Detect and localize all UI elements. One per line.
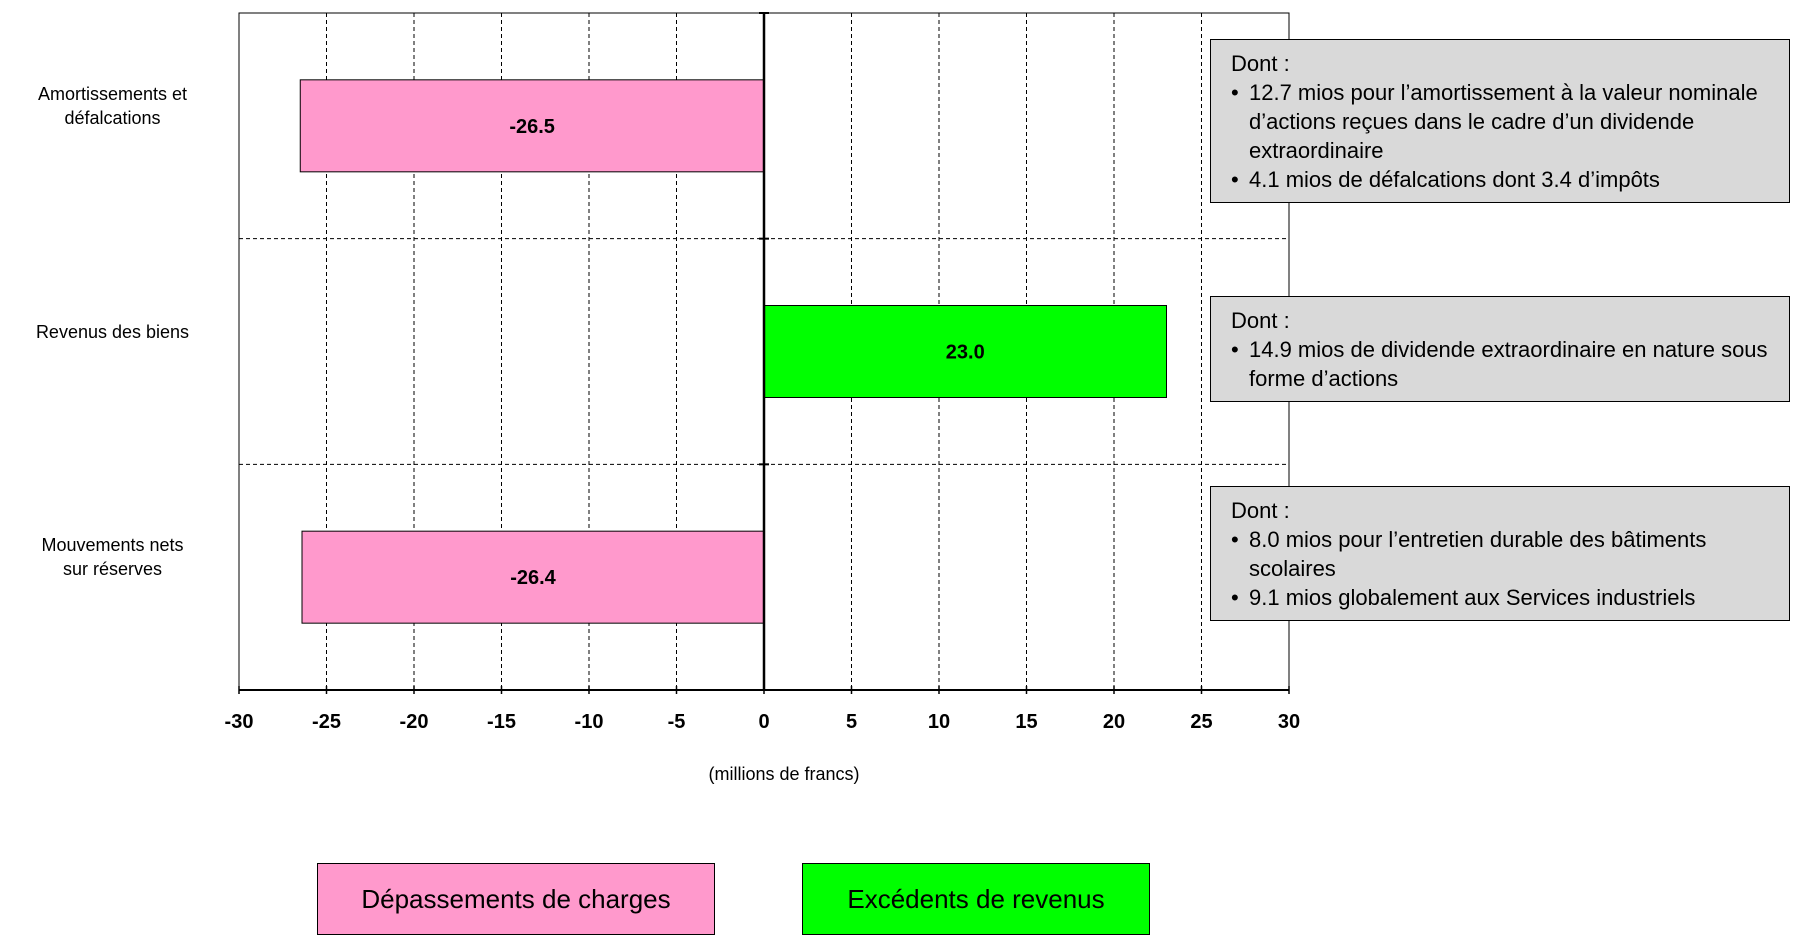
note-list: 14.9 mios de dividende extraordinaire en… <box>1231 335 1773 393</box>
category-label-line: Mouvements nets <box>41 535 184 556</box>
legend-item-depassements: Dépassements de charges <box>317 863 715 935</box>
x-tick-label: -5 <box>668 711 686 733</box>
note-box-mouvements: Dont : 8.0 mios pour l’entretien durable… <box>1210 486 1790 621</box>
x-tick-label: -25 <box>312 711 341 733</box>
note-item: 9.1 mios globalement aux Services indust… <box>1231 583 1773 612</box>
note-item: 12.7 mios pour l’amortissement à la vale… <box>1231 78 1773 165</box>
x-tick-label: 20 <box>1103 711 1125 733</box>
x-tick-label: -10 <box>575 711 604 733</box>
x-tick-label: -20 <box>400 711 429 733</box>
category-label-line: défalcations <box>64 107 161 128</box>
note-item: 4.1 mios de défalcations dont 3.4 d’impô… <box>1231 165 1773 194</box>
x-tick-label: 30 <box>1278 711 1300 733</box>
legend-item-excedents: Excédents de revenus <box>802 863 1150 935</box>
x-axis-label: (millions de francs) <box>708 764 859 784</box>
x-tick-label: 15 <box>1015 711 1037 733</box>
x-tick-label: 0 <box>758 711 769 733</box>
category-label-line: Amortissements et <box>37 83 188 104</box>
note-title: Dont : <box>1231 308 1290 333</box>
note-title: Dont : <box>1231 498 1290 523</box>
note-item: 14.9 mios de dividende extraordinaire en… <box>1231 335 1773 393</box>
x-tick-label: 25 <box>1190 711 1212 733</box>
note-list: 8.0 mios pour l’entretien durable des bâ… <box>1231 525 1773 612</box>
category-label-line: sur réserves <box>62 559 163 580</box>
category-label: Mouvements nets sur réserves <box>0 533 225 581</box>
category-label: Amortissements et défalcations <box>0 82 225 130</box>
bar <box>763 305 1167 398</box>
bar <box>301 530 765 624</box>
bar <box>299 79 765 173</box>
category-label-line: Revenus des biens <box>35 321 190 342</box>
category-label: Revenus des biens <box>0 320 225 344</box>
note-box-revenus: Dont : 14.9 mios de dividende extraordin… <box>1210 296 1790 402</box>
x-tick-label: -30 <box>225 711 254 733</box>
axes: -30 -25 -20 -15 -10 -5 0 5 10 15 20 25 30 <box>225 12 1300 733</box>
data-label: -26.5 <box>509 116 555 138</box>
x-tick-label: 10 <box>928 711 950 733</box>
note-title: Dont : <box>1231 51 1290 76</box>
note-box-amortissements: Dont : 12.7 mios pour l’amortissement à … <box>1210 39 1790 203</box>
note-list: 12.7 mios pour l’amortissement à la vale… <box>1231 78 1773 194</box>
x-tick-label: 5 <box>846 711 857 733</box>
data-label: 23.0 <box>946 342 985 364</box>
bars: -26.5 23.0 -26.4 <box>299 79 1167 624</box>
note-item: 8.0 mios pour l’entretien durable des bâ… <box>1231 525 1773 583</box>
x-tick-label: -15 <box>487 711 516 733</box>
data-label: -26.4 <box>510 567 556 589</box>
